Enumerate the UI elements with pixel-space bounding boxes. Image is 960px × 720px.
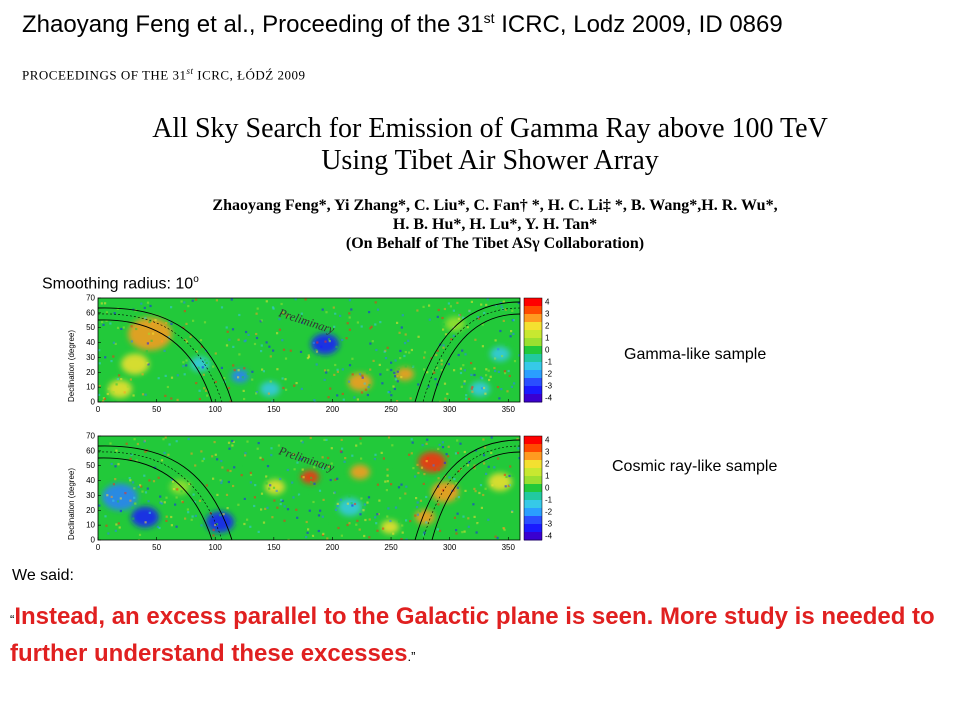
colorbar-tick-label: -4 (545, 394, 553, 403)
ytick-label: 60 (86, 446, 95, 455)
colorbar-tick-label: -2 (545, 370, 553, 379)
cosmic-ray-like-significance-map: Declination (degree) Preliminary 0102030… (67, 432, 553, 552)
proceedings-header-sup: st (186, 66, 194, 76)
map2-xticks: 0 50 100 150 200 250 300 350 (96, 537, 516, 552)
colorbar-tick-label: 3 (545, 310, 550, 319)
close-quote: .” (407, 649, 416, 664)
map1-field (98, 298, 520, 402)
map2-noise (98, 436, 520, 540)
map1-xticks: 0 50 100 150 200 250 300 350 (96, 399, 516, 414)
map1-yticks: 0 10 20 30 40 50 60 70 (86, 294, 101, 407)
slide-title: Zhaoyang Feng et al., Proceeding of the … (22, 10, 783, 39)
xtick-label: 250 (384, 543, 398, 552)
quote-block: “Instead, an excess parallel to the Gala… (10, 600, 940, 674)
ytick-label: 70 (86, 432, 95, 441)
authors-line2: H. B. Hu*, H. Lu*, Y. H. Tan* (392, 216, 598, 233)
paper-title-line2: Using Tibet Air Shower Array (321, 145, 659, 176)
xtick-label: 100 (209, 543, 223, 552)
xtick-label: 150 (267, 543, 281, 552)
xtick-label: 0 (96, 543, 101, 552)
colorbar-tick-label: 2 (545, 460, 550, 469)
slide-title-sup: st (483, 10, 495, 26)
proceedings-header: PROCEEDINGS OF THE 31st ICRC, ŁÓDŹ 2009 (22, 66, 305, 83)
map1-colorbar: 4 3 2 1 0 -1 -2 -3 -4 (523, 298, 553, 403)
colorbar-tick-label: -3 (545, 520, 553, 529)
map2-colorbar: 4 3 2 1 0 -1 -2 -3 -4 (523, 436, 553, 541)
map1-ylabel: Declination (degree) (67, 330, 76, 402)
proceedings-header-post: ICRC, ŁÓDŹ 2009 (193, 67, 306, 83)
xtick-label: 100 (209, 405, 223, 414)
colorbar-tick-label: 3 (545, 448, 550, 457)
colorbar-tick-label: 4 (545, 298, 550, 307)
colorbar-tick-label: 0 (545, 484, 550, 493)
paper-title-line1: All Sky Search for Emission of Gamma Ray… (152, 113, 828, 144)
colorbar-tick-label: 1 (545, 334, 550, 343)
xtick-label: 250 (384, 405, 398, 414)
paper-title: All Sky Search for Emission of Gamma Ray… (50, 113, 930, 177)
ytick-label: 10 (86, 383, 95, 392)
cosmic-ray-like-sample-label: Cosmic ray-like sample (612, 458, 778, 475)
slide-title-main: Zhaoyang Feng et al., Proceeding of the … (22, 11, 484, 38)
xtick-label: 300 (443, 543, 457, 552)
smoothing-degree-sup: o (193, 274, 199, 285)
map2-ylabel: Declination (degree) (67, 468, 76, 540)
ytick-label: 20 (86, 506, 95, 515)
ytick-label: 50 (86, 461, 95, 470)
slide-title-rest: ICRC, Lodz 2009, ID 0869 (494, 11, 783, 38)
authors-line1: Zhaoyang Feng*, Yi Zhang*, C. Liu*, C. F… (212, 197, 778, 214)
map2-field (98, 436, 520, 540)
colorbar-tick-label: 0 (545, 346, 550, 355)
ytick-label: 0 (91, 398, 96, 407)
gamma-like-sample-label: Gamma-like sample (624, 346, 767, 363)
xtick-label: 300 (443, 405, 457, 414)
ytick-label: 60 (86, 308, 95, 317)
ytick-label: 0 (91, 536, 96, 545)
xtick-label: 350 (502, 543, 516, 552)
gamma-like-significance-map: Declination (degree) Preliminary 0102030… (67, 294, 553, 414)
colorbar-tick-label: -2 (545, 508, 553, 517)
xtick-label: 200 (326, 405, 340, 414)
smoothing-radius-label: Smoothing radius: 10o (42, 274, 199, 293)
we-said-label: We said: (12, 567, 74, 584)
quote-text: Instead, an excess parallel to the Galac… (10, 603, 935, 667)
proceedings-header-pre: PROCEEDINGS OF THE 31 (22, 67, 187, 83)
smoothing-text: Smoothing radius: 10 (42, 275, 194, 293)
colorbar-tick-label: 2 (545, 322, 550, 331)
paper-authors: Zhaoyang Feng*, Yi Zhang*, C. Liu*, C. F… (60, 196, 930, 253)
ytick-label: 10 (86, 521, 95, 530)
colorbar-tick-label: -1 (545, 358, 553, 367)
xtick-label: 350 (502, 405, 516, 414)
ytick-label: 30 (86, 353, 95, 362)
xtick-label: 50 (152, 543, 161, 552)
colorbar-tick-label: -1 (545, 496, 553, 505)
xtick-label: 150 (267, 405, 281, 414)
colorbar-tick-label: -4 (545, 532, 553, 541)
map2-yticks: 0 10 20 30 40 50 60 70 (86, 432, 101, 545)
ytick-label: 40 (86, 476, 95, 485)
ytick-label: 70 (86, 294, 95, 303)
ytick-label: 20 (86, 368, 95, 377)
authors-line3: (On Behalf of The Tibet ASγ Collaboratio… (345, 235, 645, 252)
ytick-label: 40 (86, 338, 95, 347)
map2-galactic-plane-curves (98, 439, 520, 540)
ytick-label: 30 (86, 491, 95, 500)
open-quote: “ (10, 612, 15, 627)
xtick-label: 50 (152, 405, 161, 414)
xtick-label: 200 (326, 543, 340, 552)
xtick-label: 0 (96, 405, 101, 414)
ytick-label: 50 (86, 323, 95, 332)
colorbar-tick-label: -3 (545, 382, 553, 391)
colorbar-tick-label: 4 (545, 436, 550, 445)
map1-galactic-plane-curves (98, 301, 520, 402)
colorbar-tick-label: 1 (545, 472, 550, 481)
